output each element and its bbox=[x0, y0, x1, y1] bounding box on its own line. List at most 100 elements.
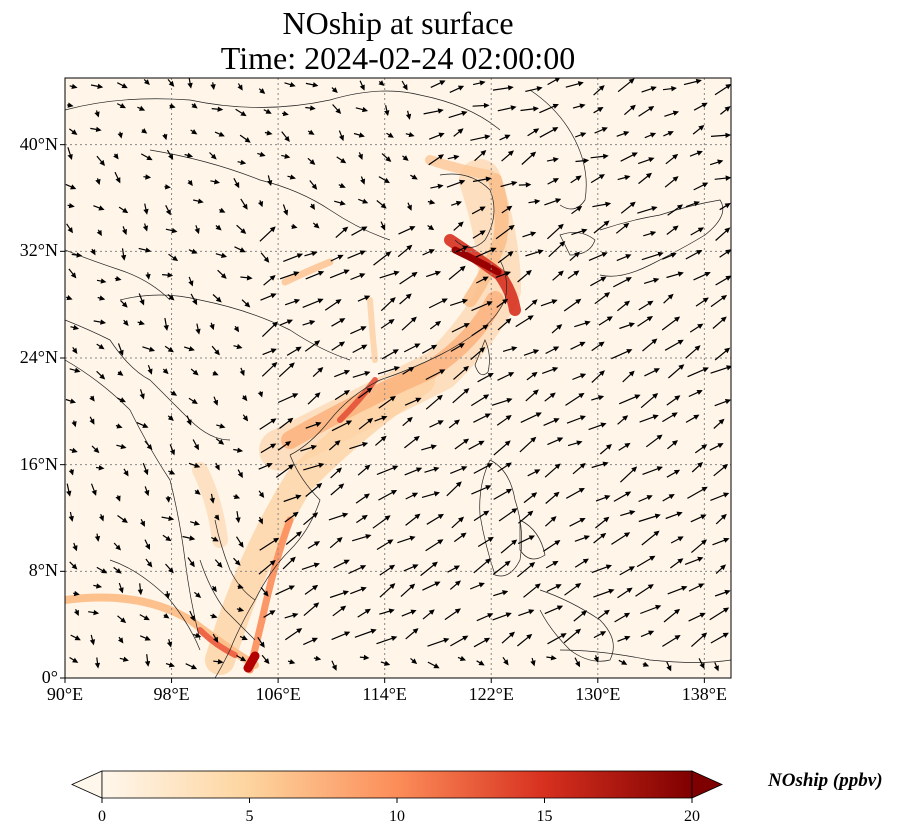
wind-vector-head bbox=[676, 511, 683, 517]
wind-vector-head bbox=[148, 346, 156, 352]
wind-vector-head bbox=[433, 663, 440, 669]
wind-vector-head bbox=[335, 108, 342, 115]
wind-vector-head bbox=[392, 349, 399, 355]
wind-vector-head bbox=[191, 129, 198, 135]
wind-vector-head bbox=[194, 462, 201, 468]
wind-vector-head bbox=[145, 543, 150, 550]
wind-vector-head bbox=[628, 370, 635, 377]
wind-vector-head bbox=[453, 565, 461, 571]
wind-vector-head bbox=[288, 585, 295, 591]
wind-vector-head bbox=[168, 662, 175, 668]
wind-vector-head bbox=[402, 84, 408, 91]
wind-vector-head bbox=[552, 178, 560, 184]
wind-vector-head bbox=[269, 226, 276, 233]
wind-vector-head bbox=[701, 444, 708, 450]
wind-vector-head bbox=[259, 151, 266, 157]
wind-vector-head bbox=[389, 395, 396, 402]
wind-vector-head bbox=[266, 130, 273, 136]
wind-vector-head bbox=[441, 298, 448, 304]
wind-vector-head bbox=[408, 132, 415, 138]
wind-vector-head bbox=[453, 154, 460, 160]
wind-vector-head bbox=[288, 362, 295, 369]
wind-vector-head bbox=[629, 201, 636, 208]
wind-vector-head bbox=[579, 373, 587, 379]
wind-vector-head bbox=[552, 560, 559, 567]
wind-vector-head bbox=[71, 129, 78, 135]
wind-vector-head bbox=[259, 88, 266, 94]
wind-vector-head bbox=[120, 254, 127, 261]
wind-vector-head bbox=[213, 514, 220, 521]
concentration-plumes bbox=[65, 155, 521, 675]
wind-vector-head bbox=[269, 275, 276, 281]
wind-vector-head bbox=[189, 535, 196, 541]
wind-vector-head bbox=[117, 370, 124, 376]
wind-vector-head bbox=[411, 271, 418, 278]
wind-vector-head bbox=[241, 395, 248, 402]
wind-vector-head bbox=[121, 517, 128, 523]
wind-vector-head bbox=[598, 174, 605, 180]
wind-vector-head bbox=[485, 558, 491, 565]
wind-vector-head bbox=[363, 493, 370, 499]
colorbar-tick-label: 10 bbox=[389, 808, 405, 825]
wind-vector-head bbox=[296, 628, 303, 634]
wind-vector-head bbox=[115, 544, 122, 551]
wind-vector-head bbox=[294, 298, 301, 305]
wind-vector-head bbox=[646, 495, 653, 501]
wind-vector-head bbox=[345, 420, 353, 426]
wind-vector-head bbox=[388, 608, 395, 614]
wind-vector-head bbox=[483, 510, 490, 516]
wind-vector-head bbox=[672, 153, 679, 160]
wind-vector-head bbox=[342, 590, 350, 596]
wind-vector-head bbox=[463, 323, 470, 329]
wind-vector-head bbox=[462, 635, 469, 641]
wind-vector-head bbox=[550, 655, 557, 661]
wind-vector-head bbox=[725, 84, 731, 90]
wind-vector-head bbox=[365, 534, 372, 540]
wind-vector-head bbox=[266, 462, 273, 468]
wind-vector-head bbox=[485, 176, 492, 182]
wind-vector-head bbox=[634, 394, 641, 400]
wind-vector-head bbox=[511, 346, 518, 352]
colorbar-label: NOship (ppbv) bbox=[768, 770, 883, 791]
wind-vector-head bbox=[623, 532, 631, 538]
wind-vector-head bbox=[189, 561, 195, 568]
wind-vector-head bbox=[94, 111, 100, 118]
wind-vector-head bbox=[273, 537, 280, 544]
wind-vector-head bbox=[212, 370, 219, 376]
wind-vector-head bbox=[624, 612, 631, 618]
wind-vector-head bbox=[141, 128, 148, 134]
wind-vector-head bbox=[531, 492, 538, 498]
wind-vector-head bbox=[193, 520, 201, 526]
wind-vector-head bbox=[314, 392, 321, 399]
wind-vector-head bbox=[555, 198, 562, 204]
wind-vector-head bbox=[478, 440, 485, 446]
wind-vector-head bbox=[209, 497, 215, 504]
wind-vector-head bbox=[295, 494, 302, 500]
wind-vector-head bbox=[574, 251, 581, 258]
wind-vector-head bbox=[316, 482, 323, 489]
wind-vector-head bbox=[389, 583, 396, 590]
wind-vector-head bbox=[146, 561, 153, 568]
wind-vector-head bbox=[478, 582, 485, 588]
wind-vector-head bbox=[187, 82, 193, 89]
wind-vector-head bbox=[597, 395, 605, 401]
wind-vector-head bbox=[69, 398, 77, 404]
wind-vector-head bbox=[433, 491, 441, 497]
wind-vector-head bbox=[233, 493, 241, 499]
wind-vector-head bbox=[286, 319, 293, 325]
wind-vector-head bbox=[439, 369, 446, 375]
wind-vector-head bbox=[238, 606, 245, 612]
wind-vector-head bbox=[240, 228, 247, 234]
wind-vector-head bbox=[209, 323, 215, 331]
wind-vector-head bbox=[405, 113, 412, 120]
wind-vector-head bbox=[576, 205, 583, 212]
wind-vector-head bbox=[292, 612, 299, 618]
wind-vector-head bbox=[192, 369, 199, 376]
wind-vector-head bbox=[697, 556, 704, 562]
wind-vector-head bbox=[723, 492, 730, 498]
colorbar-tick-label: 5 bbox=[245, 808, 254, 825]
wind-vector-head bbox=[435, 320, 442, 327]
wind-vector-head bbox=[556, 324, 563, 330]
wind-vector-head bbox=[699, 662, 705, 669]
wind-vector-head bbox=[242, 203, 248, 210]
